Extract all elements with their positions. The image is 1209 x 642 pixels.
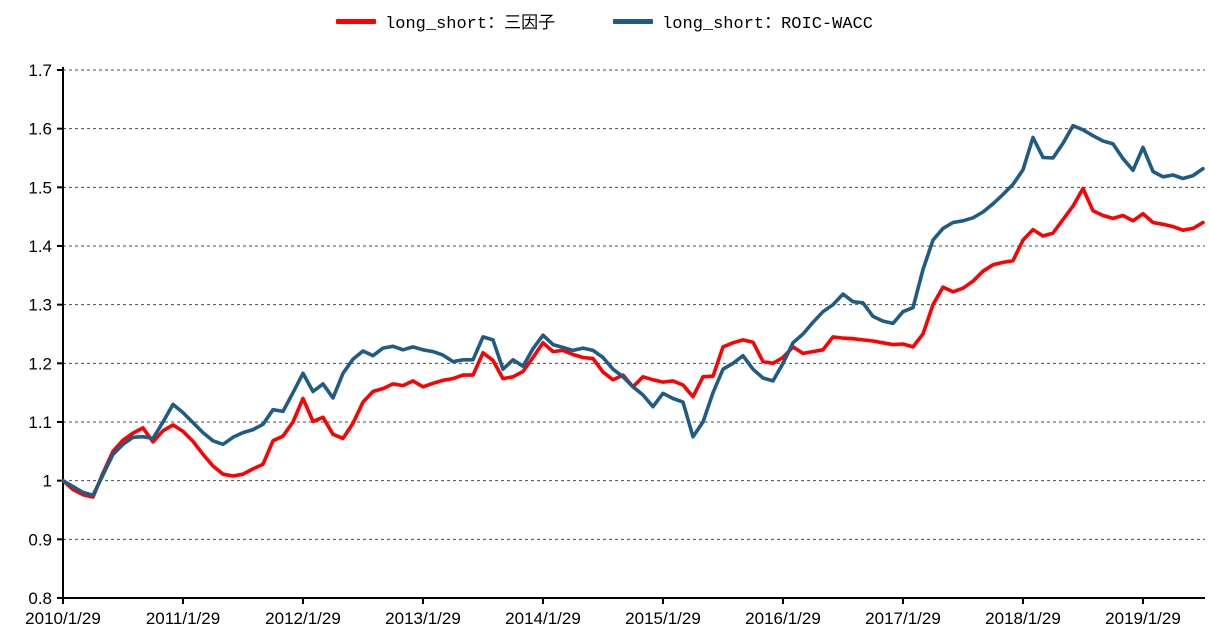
legend-item-three-factor: long_short：三因子 [336,8,555,34]
x-tick-label: 2013/1/29 [385,609,461,628]
y-tick-label: 1.3 [28,296,52,315]
y-tick-label: 1.5 [28,178,52,197]
y-tick-label: 1.4 [28,237,52,256]
x-tick-label: 2019/1/29 [1105,609,1181,628]
blue-line-swatch [613,18,654,24]
red-line-swatch [336,18,377,24]
x-tick-label: 2016/1/29 [745,609,821,628]
x-tick-label: 2015/1/29 [625,609,701,628]
x-tick-label: 2018/1/29 [985,609,1061,628]
series-line-0 [61,186,1205,499]
x-tick-label: 2014/1/29 [505,609,581,628]
y-tick-label: 0.8 [28,589,52,608]
x-tick-label: 2011/1/29 [146,609,220,628]
legend-label-three-factor: long_short：三因子 [385,15,556,34]
y-tick-label: 1.1 [28,413,52,432]
x-tick-label: 2010/1/29 [25,609,101,628]
y-tick-label: 1.2 [28,354,52,373]
series-line-1 [61,123,1205,498]
y-tick-label: 1 [43,472,52,491]
y-tick-label: 0.9 [28,530,52,549]
x-tick-label: 2012/1/29 [265,609,341,628]
legend-label-roic-wacc: long_short：ROIC-WACC [662,15,873,34]
y-tick-label: 1.7 [28,61,52,80]
y-tick-label: 1.6 [28,120,52,139]
legend-item-roic-wacc: long_short：ROIC-WACC [613,8,873,34]
x-tick-label: 2017/1/29 [865,609,941,628]
chart-legend: long_short：三因子 long_short：ROIC-WACC [0,8,1209,34]
